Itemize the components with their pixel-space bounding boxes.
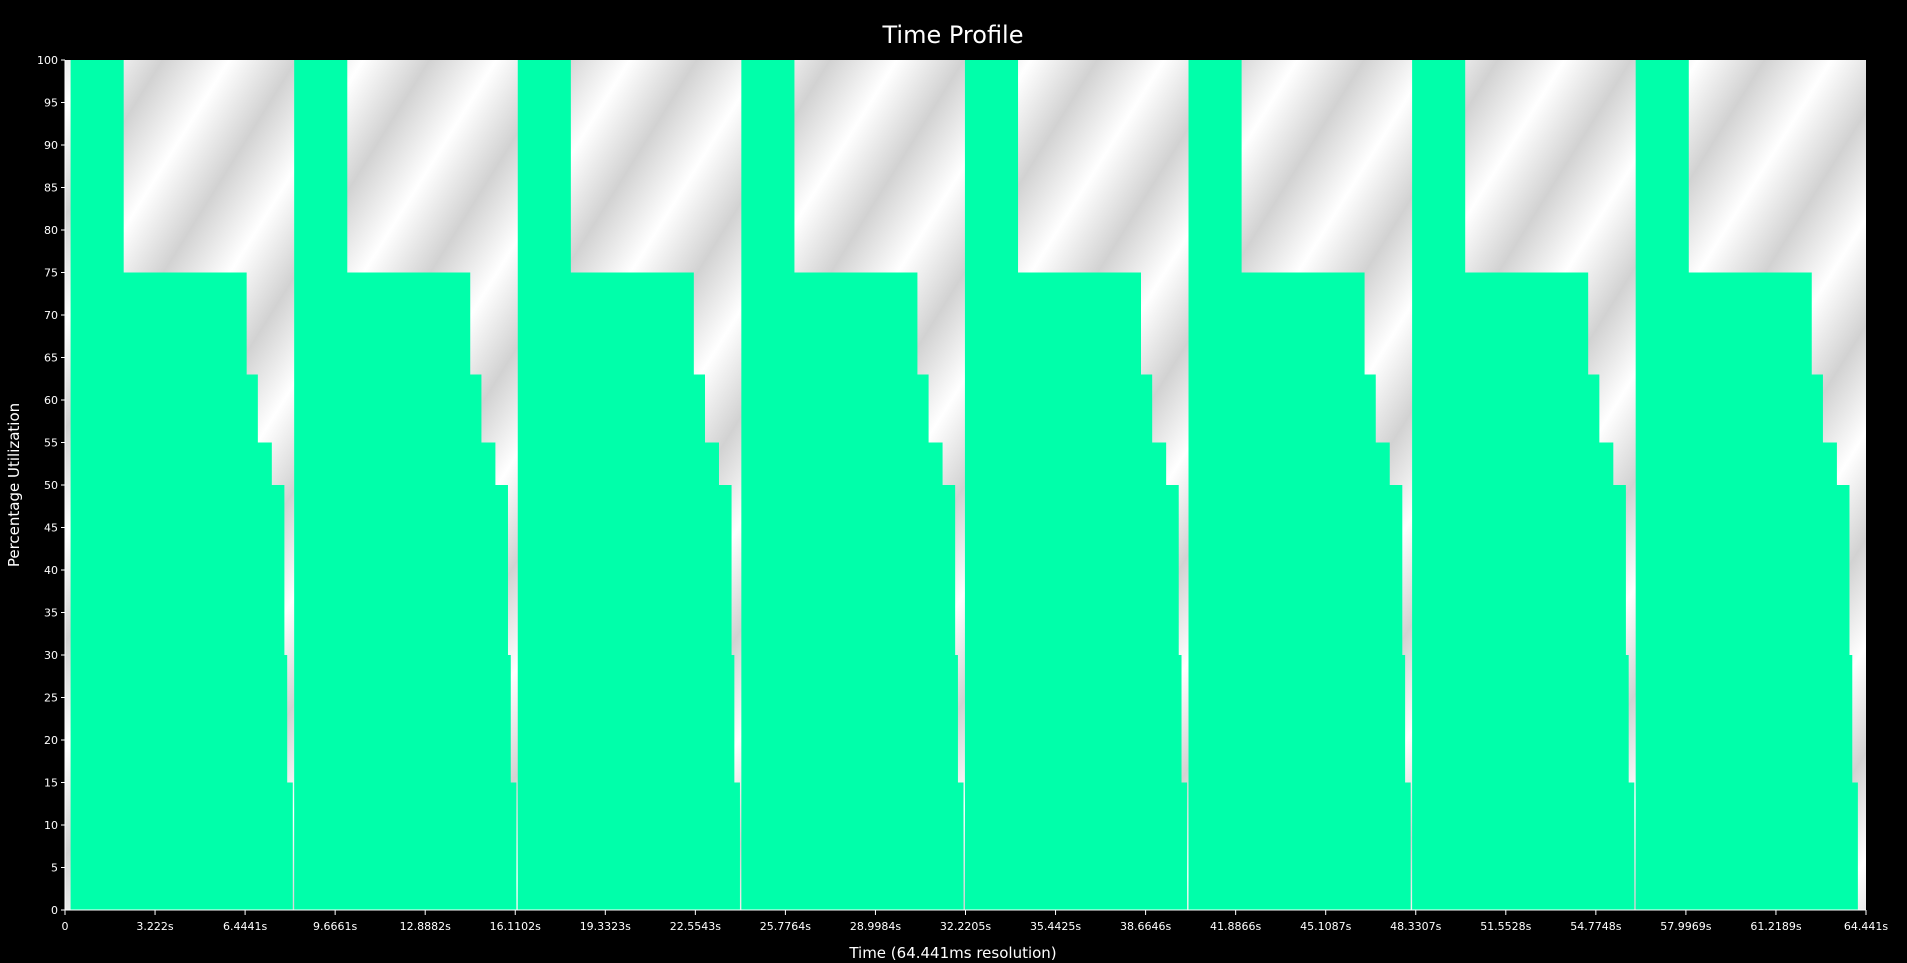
x-tick-label: 16.1102s [490,920,541,933]
x-tick-label: 12.8882s [400,920,451,933]
x-tick-label: 54.7748s [1570,920,1621,933]
y-tick-label: 85 [44,182,58,195]
x-tick-label: 19.3323s [580,920,631,933]
series-cycle-3 [517,60,740,910]
series-layer [70,60,1858,910]
series-cycle-2 [294,60,517,910]
series-cycle-4 [741,60,964,910]
series-cycle-6 [1188,60,1411,910]
x-tick-label: 57.9969s [1660,920,1711,933]
x-tick-label: 35.4425s [1030,920,1081,933]
chart-title: Time Profile [882,21,1024,49]
series-cycle-8 [1635,60,1858,910]
y-tick-label: 35 [44,607,58,620]
y-tick-label: 60 [44,394,58,407]
series-cycle-7 [1412,60,1635,910]
y-tick-label: 20 [44,734,58,747]
x-tick-label: 41.8866s [1210,920,1261,933]
series-cycle-5 [964,60,1188,910]
y-tick-label: 0 [51,904,58,917]
y-axis-label: Percentage Utilization [5,403,23,567]
x-tick-label: 45.1087s [1300,920,1351,933]
x-tick-label: 28.9984s [850,920,901,933]
y-tick-label: 80 [44,224,58,237]
x-tick-label: 3.222s [136,920,173,933]
x-tick-label: 51.5528s [1480,920,1531,933]
x-tick-label: 25.7764s [760,920,811,933]
y-tick-label: 75 [44,267,58,280]
y-tick-label: 10 [44,819,58,832]
y-tick-label: 100 [37,54,58,67]
y-tick-label: 45 [44,522,58,535]
y-tick-label: 40 [44,564,58,577]
x-tick-label: 6.4441s [223,920,267,933]
x-tick-label: 48.3307s [1390,920,1441,933]
y-tick-label: 90 [44,139,58,152]
y-tick-label: 25 [44,692,58,705]
x-axis: 0 3.222s 6.4441s 9.6661s 12.8882s 16.1102s 19.… [62,909,1888,933]
y-tick-label: 5 [51,862,58,875]
x-tick-label: 0 [62,920,69,933]
x-tick-label: 64.441s [1844,920,1888,933]
y-tick-label: 50 [44,479,58,492]
y-tick-label: 70 [44,309,58,322]
y-tick-label: 55 [44,437,58,450]
x-tick-label: 61.2189s [1750,920,1801,933]
x-tick-label: 32.2205s [940,920,991,933]
y-tick-label: 95 [44,97,58,110]
y-axis: 0 5 10 15 20 25 30 35 40 45 50 55 60 65 70 75 80 85 90 95 10… [37,54,66,917]
y-tick-label: 15 [44,777,58,790]
x-tick-label: 38.6646s [1120,920,1171,933]
x-axis-label: Time (64.441ms resolution) [848,944,1056,962]
x-tick-label: 9.6661s [313,920,357,933]
series-cycle-1 [70,60,293,910]
y-tick-label: 30 [44,649,58,662]
y-tick-label: 65 [44,352,58,365]
x-tick-label: 22.5543s [670,920,721,933]
